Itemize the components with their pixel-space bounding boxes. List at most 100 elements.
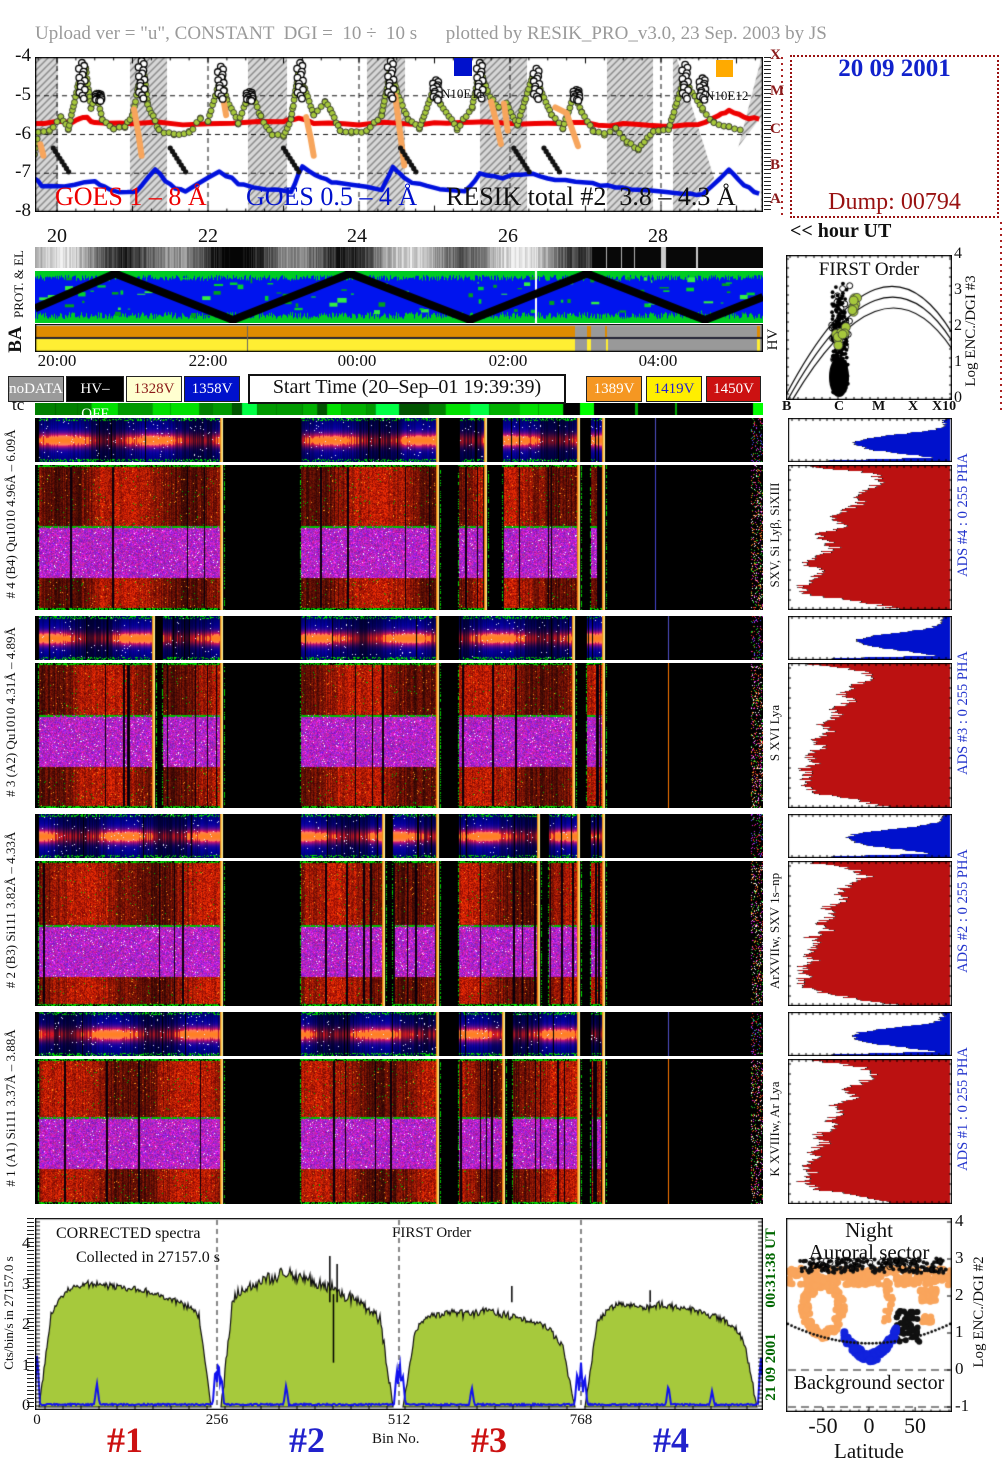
- sun-dump-number: Dump: 00794: [828, 189, 961, 215]
- lat-xtick-0: 0: [863, 1413, 875, 1438]
- lat-xtick--50: -50: [808, 1413, 838, 1438]
- spectra-xaxis-label: Bin No.: [372, 1431, 420, 1447]
- channel-3-left-label: # 3 (A2) Qu1010 4.31Å – 4.89Å: [3, 627, 18, 797]
- spectra-order-label: FIRST Order: [392, 1225, 472, 1241]
- spec-ytick-4: 4: [22, 1235, 30, 1252]
- legend-item-HV–OFF: HV–OFF: [66, 376, 124, 422]
- start-time-box: [248, 374, 566, 404]
- spectrum-segment-label-#1: #1: [107, 1420, 143, 1460]
- fo-ytick-0: 0: [954, 389, 962, 406]
- prot-el-strip-label: PROT. & EL: [11, 250, 26, 319]
- page-header: Upload ver = "u", CONSTANT DGI = 10 ÷ 10…: [35, 23, 827, 44]
- channel-2-left-label: # 2 (B3) Si111 3.82Å – 4.33Å: [3, 831, 18, 989]
- lat-ytick-3: 3: [955, 1248, 964, 1267]
- channel-2-ads-label: ADS #2 : 0 255 PHA: [955, 849, 971, 973]
- proton-electron-strip: [35, 247, 763, 268]
- spectrum-segment-label-#3: #3: [471, 1420, 507, 1460]
- aurora-right-axis-label: Log ENC./DGI #2: [971, 1256, 987, 1368]
- legend-item-noDATA: noDATA: [8, 376, 64, 402]
- goes-class-letter-B: B: [770, 157, 781, 173]
- start-time-label: Start Time (20–Sep–01 19:39:39): [272, 376, 542, 398]
- spectra-left-tick-ruler: [27, 1218, 34, 1410]
- fo-ytick-4: 4: [954, 245, 962, 262]
- channel-2-ads-histogram: [788, 861, 952, 1006]
- goes-xtick-28: 28: [648, 225, 668, 247]
- red-tick-ruler-right-edge: [1000, 222, 1002, 412]
- channel-1-pha-time-strip: [35, 1012, 763, 1056]
- goes-series-label-red: GOES 1 – 8 Å: [55, 182, 207, 211]
- goes-class-letter-A: A: [770, 191, 781, 207]
- legend-item-1358V: 1358V: [184, 376, 240, 402]
- background-sector-label: Background sector: [793, 1372, 945, 1394]
- flare-marker-n10e11: N10E11: [428, 58, 484, 115]
- goes-lightcurve-plot: [35, 57, 763, 212]
- legend-item-label: 1358V: [191, 381, 233, 397]
- ba-strip-label: BA: [5, 326, 26, 353]
- goes-xtick-22: 22: [198, 225, 218, 247]
- telemetry-tc-strip: [35, 403, 763, 415]
- fo-xletter-C: C: [834, 399, 845, 414]
- legend-item-1389V: 1389V: [586, 376, 642, 402]
- lat-ytick-4: 4: [955, 1211, 964, 1230]
- spectrum-segment-label-#2: #2: [289, 1420, 325, 1460]
- latitude-axis-label: Latitude: [834, 1439, 904, 1463]
- hour-ut-note: << hour UT: [790, 220, 892, 242]
- orbit-zigzag-strip: [35, 271, 763, 323]
- legend-item-label: 1389V: [593, 381, 635, 397]
- spec-ytick-3: 3: [22, 1276, 30, 1293]
- aurora-night-label: Night: [845, 1218, 893, 1242]
- spectrum-segment-label-#4: #4: [653, 1420, 689, 1460]
- channel-3-pha-histogram: [788, 616, 952, 660]
- sun-position-box: [790, 55, 999, 218]
- goes-right-tick-ruler: [764, 57, 771, 212]
- channel-1-species-label: K XVIIIw, Ar Lya: [767, 1081, 782, 1177]
- goes-class-letter-M: M: [770, 83, 785, 99]
- spectra-subtitle: Collected in 27157.0 s: [76, 1249, 220, 1266]
- goes-class-letter-X: X: [770, 47, 781, 63]
- hv-strip-label: HV: [765, 328, 781, 351]
- lat-xtick-50: 50: [904, 1413, 926, 1438]
- spectra-title: CORRECTED spectra: [56, 1225, 201, 1242]
- fo-xletter-M: M: [872, 399, 886, 414]
- channel-1-spectrogram: [35, 1059, 763, 1204]
- flare-marker-n10e12: N10E12: [692, 60, 748, 117]
- goes-class-letter-C: C: [770, 121, 781, 137]
- fo-xletter-X: X: [908, 399, 919, 414]
- time-label-00:00: 00:00: [337, 351, 377, 370]
- goes-ytick--4: -4: [15, 45, 31, 66]
- legend-item-label: 1328V: [133, 381, 175, 397]
- channel-2-species-label: ArXVIIw, SXV 1s–np: [767, 872, 782, 990]
- legend-item-label: 1419V: [653, 381, 695, 397]
- time-label-04:00: 04:00: [638, 351, 678, 370]
- fo-xletter-B: B: [782, 399, 792, 414]
- channel-1-left-label: # 1 (A1) Si111 3.37Å – 3.88Å: [3, 1029, 18, 1187]
- flare-marker-square-orange: [716, 60, 733, 77]
- spec-xtick-768: 768: [569, 1412, 593, 1428]
- corrected-spectra-plot: [35, 1218, 763, 1410]
- legend-item-label: HV–OFF: [80, 381, 110, 422]
- legend-item-label: 1450V: [713, 381, 754, 397]
- channel-4-ads-histogram: [788, 465, 952, 610]
- channel-3-ads-histogram: [788, 663, 952, 808]
- lat-ytick-0: 0: [955, 1359, 964, 1378]
- side-date: 21 09 2001: [763, 1333, 779, 1401]
- goes-ytick--5: -5: [15, 83, 31, 105]
- goes-xtick-26: 26: [498, 225, 518, 247]
- channel-4-pha-time-strip: [35, 418, 763, 462]
- channel-4-species-label: SXV, Si Lyβ, SiXIII: [767, 482, 782, 588]
- lat-ytick-1: 1: [955, 1322, 964, 1341]
- goes-xtick-20: 20: [47, 225, 67, 247]
- lat-ytick-2: 2: [955, 1285, 964, 1304]
- aurora-latitude-scatter: [786, 1218, 952, 1412]
- time-label-02:00: 02:00: [488, 351, 528, 370]
- channel-4-pha-histogram: [788, 418, 952, 462]
- aurora-sector-label: Auroral sector: [808, 1240, 930, 1264]
- time-label-20:00: 20:00: [37, 351, 77, 370]
- spec-ytick-0: 0: [22, 1397, 30, 1414]
- channel-3-spectrogram: [35, 663, 763, 808]
- goes-xtick-24: 24: [347, 225, 367, 247]
- fo-ytick-3: 3: [954, 281, 962, 298]
- hv-state-bars: [35, 324, 763, 352]
- channel-2-spectrogram: [35, 861, 763, 1006]
